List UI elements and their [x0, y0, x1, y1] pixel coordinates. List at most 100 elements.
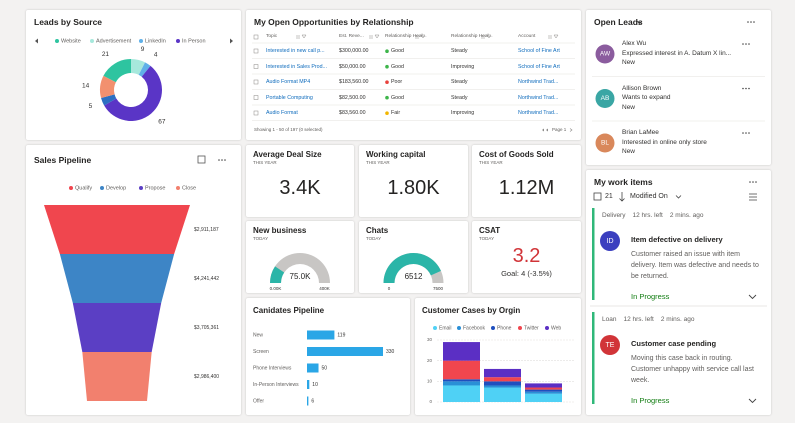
legend-label: Advertisement: [96, 38, 132, 44]
cell: Poor: [391, 79, 403, 85]
bar-segment: [525, 391, 562, 394]
avatar: [600, 335, 620, 355]
kpi-value: 1.80K: [387, 177, 440, 199]
item-title: Customer case pending: [631, 339, 717, 348]
chart-tile: Chats TODAY 6512 0 7500: [359, 221, 468, 293]
bar: [307, 396, 309, 406]
bar-segment: [484, 385, 521, 388]
sort-icon: [369, 34, 380, 39]
kpi-tile: Average Deal Size THIS YEAR 3.4K: [246, 145, 354, 217]
lead-name: Brian LaMee: [622, 129, 659, 136]
tile-title: Open Leads: [594, 17, 643, 27]
cell: Good: [391, 94, 404, 101]
bar-segment: [525, 389, 562, 392]
tick-label: 7500: [433, 286, 444, 291]
health-dot: [385, 49, 389, 53]
more-icon: [224, 159, 226, 161]
lead-detail: Wants to expand: [622, 94, 671, 101]
column-header: Relationship Heal...: [451, 34, 493, 39]
bar-segment: [484, 387, 521, 402]
slice: [101, 94, 117, 106]
sort-icon: [548, 34, 559, 39]
lead-status: New: [622, 103, 636, 111]
y-tick-label: Offer: [253, 398, 264, 404]
y-tick-label: Phone Interviews: [253, 365, 292, 371]
data-label: $2,911,187: [194, 227, 219, 233]
slice: [104, 65, 163, 122]
cell: $50,000.00: [339, 63, 366, 70]
cell: Improving: [451, 110, 475, 116]
funnel-stage: [44, 205, 190, 254]
chart-area: Website Advertisement LinkedIn In Person 21 9…: [35, 38, 233, 126]
pager-next: [569, 128, 573, 132]
legend-marker: [433, 326, 437, 330]
avatar-initials: ID: [607, 238, 614, 245]
legend-label: Close: [182, 185, 196, 191]
link-cell: Audio Format: [266, 110, 298, 116]
more-icon: [218, 159, 220, 161]
cell: Steady: [451, 79, 468, 85]
data-label: 10: [312, 382, 318, 388]
bar-segment: [484, 377, 521, 382]
avatar: [595, 133, 615, 153]
health-dot: [385, 95, 389, 100]
sort-icon: [481, 34, 492, 39]
tile-title: Sales Pipeline: [34, 155, 92, 165]
checkbox: [253, 110, 259, 116]
tile-subtitle: THIS YEAR: [366, 160, 390, 165]
tile-title: Chats: [366, 226, 389, 235]
more-icon: [221, 159, 223, 161]
legend-label: Phone: [497, 325, 512, 331]
expand-icon: [197, 155, 206, 164]
column-header: Account: [518, 34, 536, 39]
more-icon: [748, 43, 750, 45]
funnel-stage: [59, 254, 175, 303]
bar: [307, 347, 383, 356]
y-tick-label: In-Person Interviews: [253, 382, 299, 388]
tile-title: My work items: [594, 177, 653, 187]
chart-area: AW AB BL: [592, 20, 765, 153]
legend-marker: [518, 326, 522, 330]
legend-marker: [55, 39, 59, 43]
chart-tile: New business TODAY 75.0K 0.00K 400K: [246, 221, 354, 293]
avatar-initials: BL: [601, 140, 609, 147]
more-icon: [742, 132, 744, 134]
health-dot: [385, 64, 389, 69]
tile-title: New business: [253, 226, 307, 235]
data-label: 6: [311, 398, 314, 404]
lead-status: New: [622, 148, 636, 155]
legend-label: LinkedIn: [145, 38, 166, 44]
bar: [307, 363, 319, 373]
item-tag: Loan: [602, 316, 617, 323]
more-icon: [750, 21, 752, 23]
avatar-initials: TE: [606, 342, 615, 349]
y-tick-label: 30: [427, 337, 433, 342]
link-cell: Northwind Trad...: [518, 110, 559, 116]
slice: [103, 59, 131, 83]
more-icon: [745, 87, 747, 90]
data-label: 119: [337, 332, 345, 338]
legend-label: In Person: [182, 38, 206, 44]
data-label: $4,241,442: [194, 276, 219, 282]
y-tick-label: New: [253, 332, 263, 338]
chart-area: New 119 Screen 330 Phone Interviews 50 In-Pers…: [253, 330, 395, 406]
data-label: 9: [141, 46, 145, 53]
tile-title: Average Deal Size: [253, 150, 322, 159]
chart-tile: Customer Cases by Orgin Email Facebook Phon…: [415, 298, 581, 415]
more-icon: [745, 43, 747, 45]
more-icon: [748, 87, 750, 90]
item-status: In Progress: [631, 292, 670, 301]
chart-area: ID TE: [590, 181, 767, 404]
chart-tile: Sales Pipeline Qualify Develop Propose Close…: [26, 145, 241, 415]
cell: $300,000.00: [339, 48, 369, 54]
legend-marker: [491, 326, 495, 330]
y-tick-label: 0: [429, 399, 432, 404]
item-meta: Loan 12 hrs. left 2 mins. ago: [602, 316, 694, 323]
cell: Steady: [451, 94, 468, 101]
legend-marker: [176, 186, 180, 190]
item-status: In Progress: [631, 396, 670, 405]
gauge-track: [270, 253, 330, 283]
csat-goal: Goal: 4 (-3.5%): [501, 269, 552, 278]
avatar-initials: AB: [601, 95, 610, 102]
slice: [138, 62, 151, 77]
